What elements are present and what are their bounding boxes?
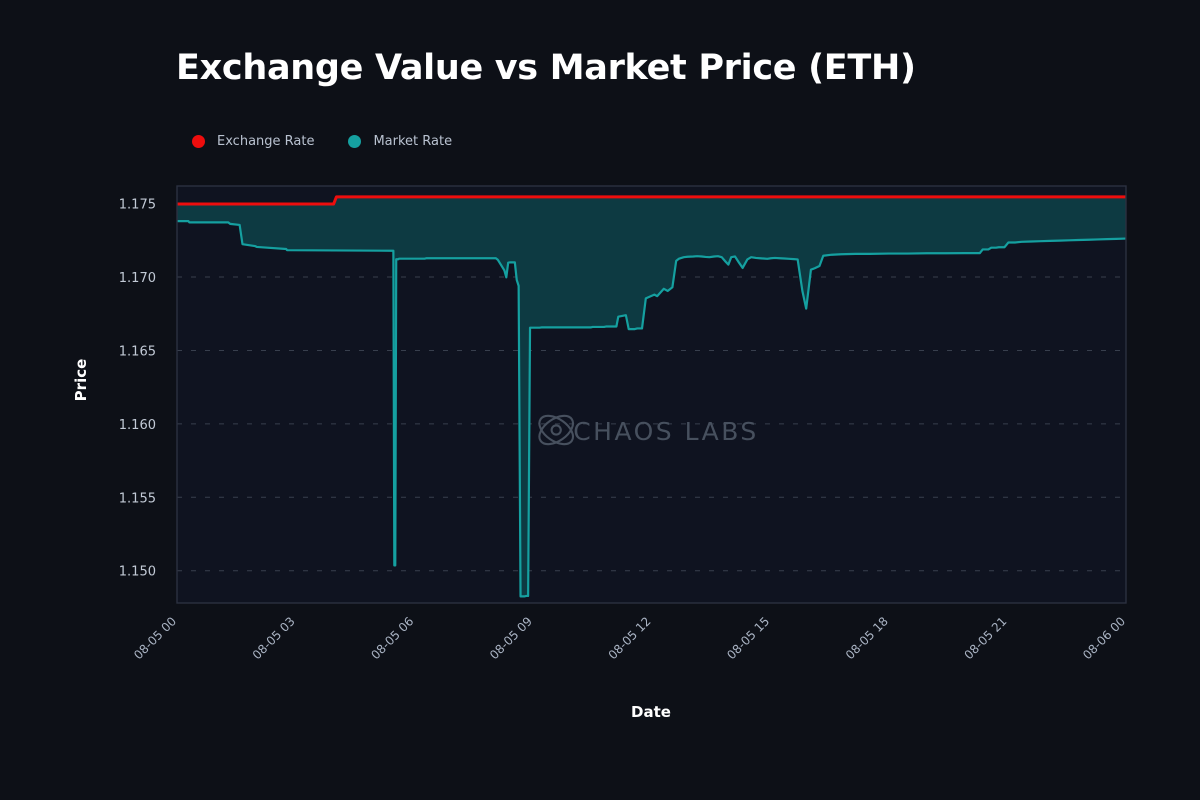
chart-legend: Exchange Rate Market Rate	[192, 130, 452, 152]
y-tick-label: 1.175	[119, 198, 156, 213]
atom-icon	[538, 414, 575, 446]
y-tick-label: 1.160	[119, 418, 156, 433]
x-tick-label: 08-05 09	[487, 614, 535, 662]
page-title: Exchange Value vs Market Price (ETH)	[176, 48, 916, 88]
x-tick-label: 08-05 03	[250, 614, 298, 662]
y-axis-title: Price	[72, 359, 90, 402]
x-axis-title: Date	[631, 703, 671, 721]
y-tick-label: 1.155	[119, 491, 156, 506]
x-axis-ticks: 08-05 00 08-05 03 08-05 06 08-05 09 08-05 12…	[131, 614, 1128, 662]
area-between-series	[177, 196, 1126, 597]
series-layer	[177, 195, 1126, 598]
y-axis-ticks: 1.175 1.170 1.165 1.160 1.155 1.150	[119, 198, 156, 580]
y-tick-label: 1.170	[119, 271, 156, 286]
legend-swatch-market-rate	[348, 134, 362, 148]
y-tick-label: 1.165	[119, 344, 156, 359]
legend-item-exchange-rate[interactable]: Exchange Rate	[192, 134, 314, 149]
legend-item-market-rate[interactable]: Market Rate	[348, 134, 452, 149]
legend-label-market-rate: Market Rate	[373, 133, 453, 149]
legend-swatch-exchange-rate	[192, 134, 205, 148]
x-tick-label: 08-05 21	[961, 614, 1009, 662]
x-tick-label: 08-06 00	[1080, 614, 1128, 662]
x-tick-label: 08-05 06	[368, 614, 416, 662]
x-tick-label: 08-05 00	[131, 614, 179, 662]
watermark-label: CHAOS LABS	[573, 417, 759, 446]
x-tick-label: 08-05 18	[843, 614, 891, 662]
watermark: CHAOS LABS	[538, 414, 759, 446]
series-line-exchange-rate	[177, 195, 1126, 206]
x-tick-label: 08-05 12	[606, 614, 654, 662]
x-tick-label: 08-05 15	[724, 614, 772, 662]
series-line-market-rate	[177, 219, 1126, 598]
plot-border	[176, 185, 1127, 604]
y-tick-label: 1.150	[119, 565, 156, 580]
legend-label-exchange-rate: Exchange Rate	[217, 133, 315, 149]
